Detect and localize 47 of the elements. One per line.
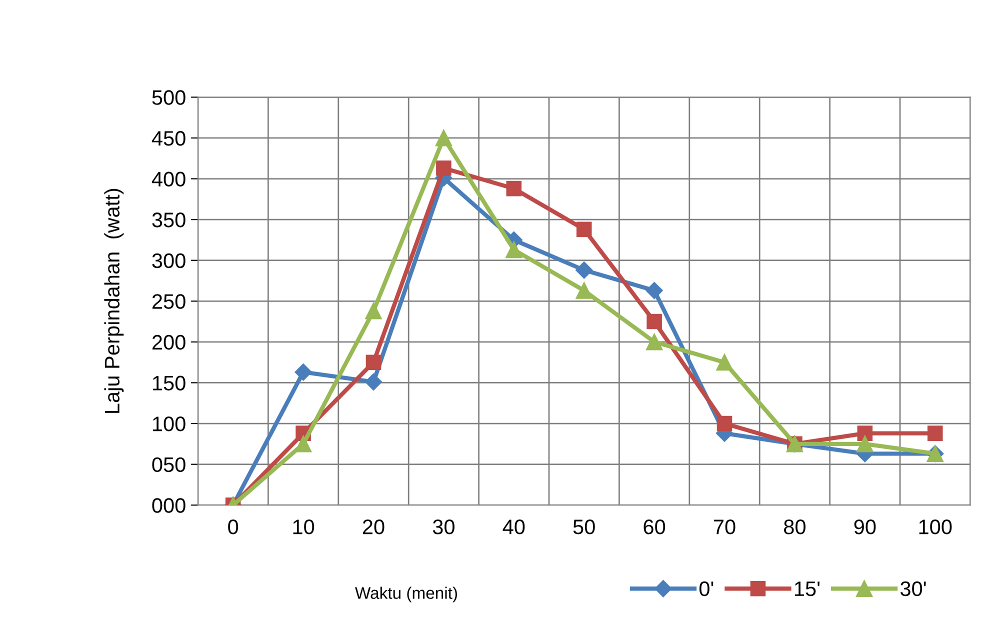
point	[435, 130, 452, 146]
point	[294, 364, 312, 381]
point	[365, 302, 382, 320]
point	[857, 426, 873, 441]
point	[506, 241, 522, 258]
point	[576, 262, 593, 279]
point	[366, 354, 382, 370]
y-tick-label: 500	[152, 90, 186, 105]
point	[646, 282, 663, 300]
y-tick-label: 100	[153, 416, 186, 432]
x-tick-label: 10	[293, 520, 314, 534]
point	[294, 436, 312, 452]
point	[576, 222, 592, 237]
y-tick-label: 350	[152, 212, 186, 228]
point	[716, 416, 732, 432]
x-tick-label: 70	[714, 520, 736, 534]
legend-label: 0'	[699, 581, 714, 596]
point	[576, 282, 592, 299]
point	[646, 334, 663, 350]
y-tick-label: 400	[152, 172, 186, 187]
legend-label: 15'	[794, 582, 820, 596]
x-tick-label: 90	[854, 520, 876, 534]
x-tick-label: 80	[784, 520, 806, 534]
point	[927, 426, 943, 441]
legend-label: 30'	[900, 581, 926, 596]
point	[716, 354, 733, 371]
x-tick-label: 30	[432, 520, 454, 534]
y-tick-label: 250	[152, 294, 186, 309]
y-tick-label: 200	[152, 334, 186, 350]
x-tick-label: 20	[362, 520, 384, 534]
y-tick-label: 450	[152, 130, 186, 146]
point	[364, 373, 382, 390]
x-tick-label: 50	[573, 520, 595, 534]
x-tick-label: 0	[228, 520, 238, 534]
x-axis-title: Waktu (menit)	[355, 586, 458, 602]
point	[856, 436, 874, 452]
y-tick-label: 050	[152, 457, 186, 472]
x-tick-label: 100	[919, 520, 952, 534]
point	[436, 160, 452, 176]
y-tick-label: 150	[153, 376, 186, 390]
y-tick-label: 300	[152, 253, 186, 268]
point	[646, 314, 662, 330]
y-tick-label: 000	[152, 498, 186, 513]
x-tick-label: 60	[644, 520, 666, 534]
y-axis-title: Laju Perpindahan (watt)	[104, 188, 124, 413]
point	[506, 180, 522, 196]
x-tick-label: 40	[502, 520, 525, 534]
